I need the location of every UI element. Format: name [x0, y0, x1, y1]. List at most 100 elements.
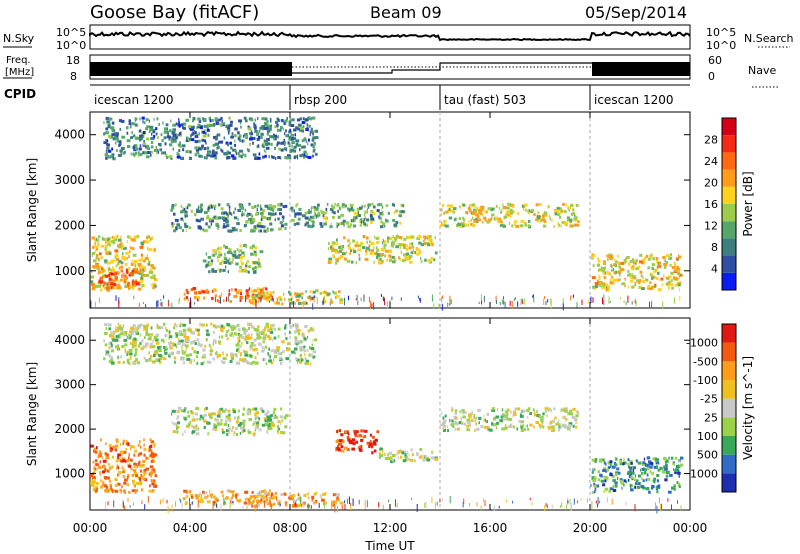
echo-cell [277, 346, 281, 350]
echo-cell [387, 211, 390, 215]
echo-cell [520, 219, 522, 223]
echo-cell [140, 347, 144, 351]
echo-cell [348, 295, 349, 301]
echo-cell [510, 214, 511, 218]
echo-cell [280, 148, 284, 152]
echo-cell [145, 344, 148, 348]
echo-cell [151, 480, 154, 484]
echo-cell [102, 456, 104, 460]
echo-cell [533, 411, 536, 415]
echo-cell [192, 425, 196, 429]
echo-cell [652, 479, 656, 483]
echo-cell [147, 262, 151, 266]
echo-cell [368, 442, 373, 446]
echo-cell [384, 254, 387, 258]
echo-cell [239, 244, 242, 248]
echo-cell [590, 296, 592, 304]
echo-cell [317, 211, 321, 215]
echo-cell [279, 415, 283, 419]
echo-cell [603, 475, 608, 479]
echo-cell [350, 505, 352, 510]
echo-cell [147, 151, 151, 154]
echo-cell [570, 295, 572, 301]
echo-cell [269, 216, 271, 220]
echo-cell [110, 334, 115, 338]
echo-cell [133, 235, 138, 239]
echo-cell [369, 220, 373, 224]
echo-cell [305, 359, 309, 363]
echo-cell [132, 482, 135, 486]
echo-cell [320, 209, 323, 213]
echo-cell [332, 290, 334, 294]
echo-cell [167, 505, 169, 514]
echo-cell [261, 345, 264, 349]
echo-cell [251, 293, 255, 297]
echo-cell [170, 208, 173, 212]
echo-cell [277, 217, 280, 221]
echo-cell [104, 468, 107, 472]
echo-cell [184, 417, 187, 421]
echo-cell [250, 229, 254, 233]
echo-cell [252, 302, 257, 306]
echo-cell [258, 292, 263, 296]
echo-cell [254, 124, 257, 128]
echo-cell [528, 209, 531, 212]
echo-cell [671, 286, 674, 290]
echo-cell [226, 259, 229, 263]
echo-cell [597, 497, 599, 505]
echo-cell [605, 286, 608, 290]
echo-cell [312, 328, 315, 332]
echo-cell [263, 225, 266, 229]
echo-cell [561, 423, 566, 427]
echo-cell [533, 413, 537, 417]
echo-cell [340, 445, 344, 449]
echo-cell [257, 299, 260, 303]
echo-cell [104, 452, 108, 456]
echo-cell [369, 213, 373, 217]
echo-cell [649, 281, 652, 285]
echo-cell [193, 350, 195, 354]
echo-cell [277, 429, 279, 433]
echo-cell [315, 152, 318, 156]
echo-cell [241, 251, 245, 255]
echo-cell [338, 245, 341, 249]
echo-cell [352, 247, 355, 251]
echo-cell [151, 450, 153, 454]
echo-cell [677, 500, 678, 504]
echo-cell [543, 298, 545, 305]
echo-cell [108, 488, 112, 492]
echo-cell [337, 223, 340, 226]
echo-cell [543, 210, 546, 214]
echo-cell [622, 462, 625, 466]
echo-cell [96, 247, 99, 251]
echo-cell [225, 330, 228, 334]
echo-cell [679, 456, 684, 460]
echo-cell [149, 454, 153, 458]
echo-cell [303, 349, 307, 353]
echo-cell [607, 272, 611, 276]
echo-cell [266, 415, 270, 419]
echo-cell [139, 469, 142, 473]
echo-cell [239, 344, 242, 348]
echo-cell [254, 129, 258, 133]
echo-cell [117, 466, 119, 470]
echo-cell [212, 427, 216, 431]
echo-cell [335, 448, 337, 452]
echo-cell [220, 292, 222, 296]
echo-cell [136, 117, 138, 121]
echo-cell [478, 301, 480, 304]
echo-cell [363, 213, 366, 217]
echo-cell [231, 501, 234, 505]
echo-cell [127, 497, 129, 502]
echo-cell [503, 300, 505, 305]
echo-cell [250, 213, 253, 217]
echo-cell [103, 132, 105, 136]
echo-cell [294, 347, 298, 351]
echo-cell [128, 453, 130, 457]
echo-cell [577, 411, 580, 415]
echo-cell [268, 125, 272, 129]
echo-cell [368, 203, 371, 207]
echo-cell [481, 299, 483, 305]
echo-cell [608, 461, 611, 465]
echo-cell [103, 286, 106, 290]
